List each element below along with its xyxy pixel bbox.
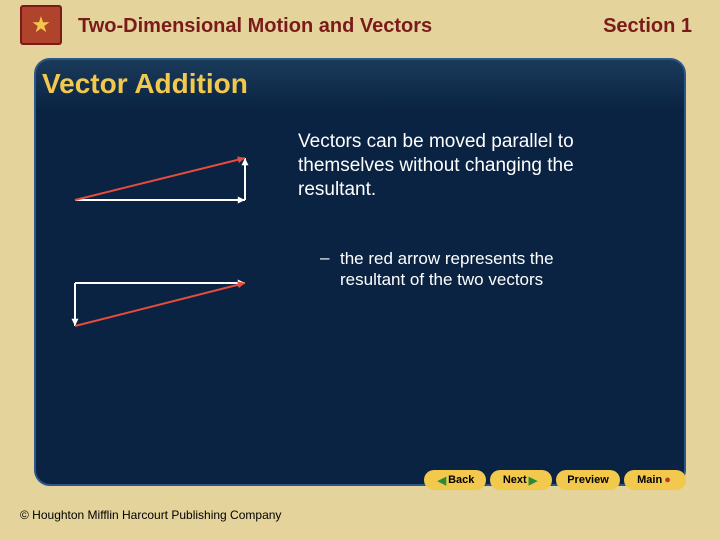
preview-button[interactable]: Preview	[556, 470, 620, 490]
vector-diagram-1	[70, 150, 250, 205]
slide: ★ Two-Dimensional Motion and Vectors Sec…	[0, 0, 720, 540]
preview-label: Preview	[567, 474, 609, 486]
back-label: Back	[448, 474, 474, 486]
nav-bar: ◀ Back Next ▶ Preview Main ●	[424, 470, 686, 490]
back-button[interactable]: ◀ Back	[424, 470, 486, 490]
main-button[interactable]: Main ●	[624, 470, 686, 490]
bullet-dash: –	[320, 248, 329, 268]
slide-title: Vector Addition	[42, 68, 248, 100]
next-button[interactable]: Next ▶	[490, 470, 552, 490]
star-icon: ★	[31, 12, 51, 38]
copyright: © Houghton Mifflin Harcourt Publishing C…	[20, 508, 281, 522]
arrow-right-icon: ▶	[529, 474, 537, 487]
body-text: Vectors can be moved parallel to themsel…	[298, 130, 598, 201]
arrow-left-icon: ◀	[438, 474, 446, 487]
main-label: Main	[637, 474, 662, 486]
vector-diagram-2	[70, 278, 250, 333]
texas-logo: ★	[20, 5, 62, 45]
chapter-title: Two-Dimensional Motion and Vectors	[78, 15, 432, 38]
main-circle-icon: ●	[664, 474, 671, 486]
section-label: Section 1	[603, 15, 692, 38]
sub-text: the red arrow represents the resultant o…	[340, 248, 620, 291]
header: ★ Two-Dimensional Motion and Vectors Sec…	[0, 0, 720, 60]
next-label: Next	[503, 474, 527, 486]
